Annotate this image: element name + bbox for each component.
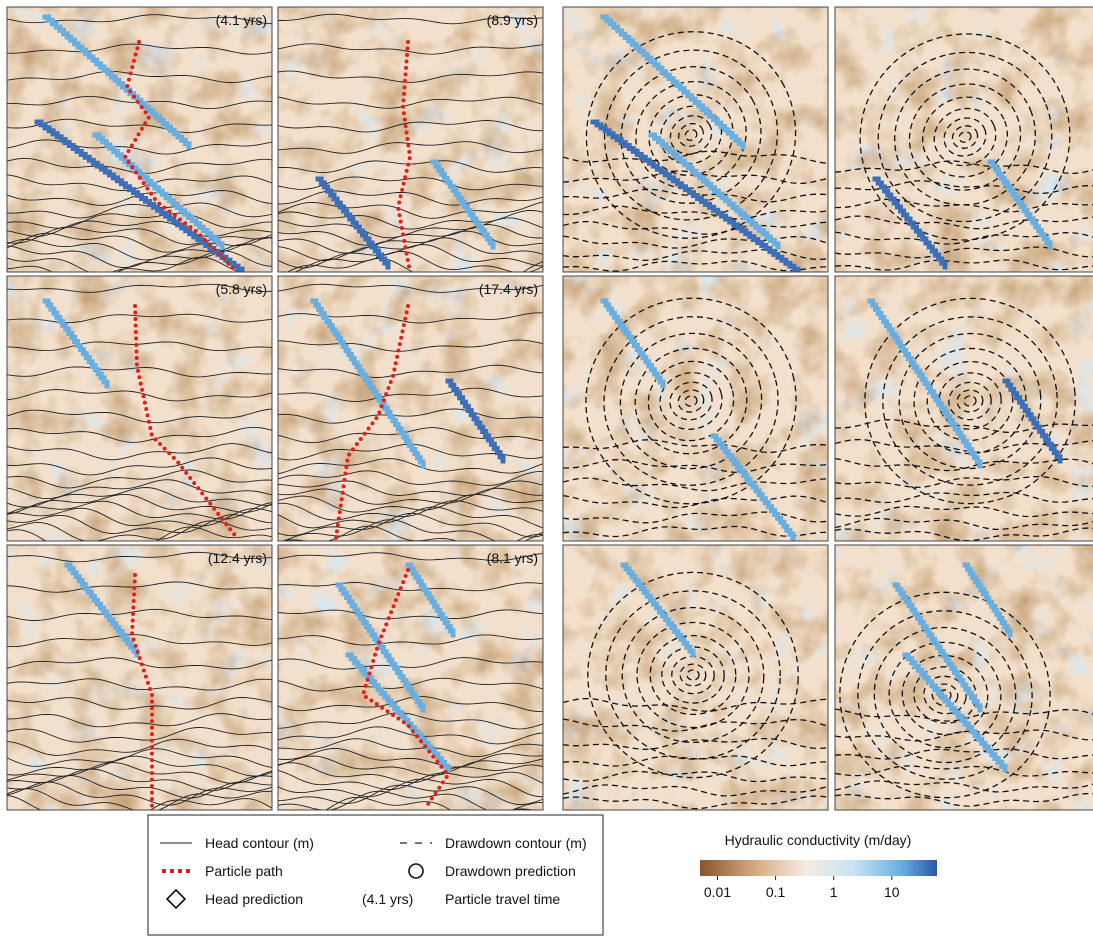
colorbar-tick-label: 0.01 (704, 884, 731, 900)
conductivity-texture (278, 7, 543, 272)
figure: Head contour (m) Drawdown contour (m) Pa… (0, 0, 1093, 937)
colorbar-gradient (700, 860, 937, 876)
map-panel (835, 276, 1093, 541)
legend-label: Drawdown prediction (445, 863, 576, 879)
travel-time-label: (8.9 yrs) (487, 12, 538, 28)
colorbar: Hydraulic conductivity (m/day) 0.01 0.1 1 1… (700, 832, 937, 900)
travel-time-label: (12.4 yrs) (208, 550, 267, 566)
travel-time-label: (8.1 yrs) (487, 550, 538, 566)
conductivity-texture (563, 7, 828, 272)
map-panel (824, 545, 1093, 814)
legend-label: Particle path (205, 863, 283, 879)
map-panel (829, 2, 1093, 272)
conductivity-texture (563, 276, 828, 541)
colorbar-tick-label: 1 (830, 884, 838, 900)
colorbar-tick-label: 0.1 (766, 884, 786, 900)
conductivity-texture (563, 545, 828, 810)
legend-label: Particle travel time (445, 891, 560, 907)
map-panel (7, 545, 272, 819)
map-panel (278, 7, 543, 280)
travel-time-label: (17.4 yrs) (479, 281, 538, 297)
colorbar-title: Hydraulic conductivity (m/day) (725, 832, 912, 848)
legend-label: Head prediction (205, 891, 303, 907)
map-panels (7, 0, 1093, 820)
map-panel (563, 276, 828, 541)
map-panel (563, 545, 828, 810)
legend-label: Head contour (m) (205, 835, 314, 851)
conductivity-texture (835, 7, 1093, 272)
legend-symbol-travel-time: (4.1 yrs) (362, 891, 413, 907)
map-panel (7, 7, 272, 283)
conductivity-texture (278, 276, 543, 541)
conductivity-texture (835, 276, 1093, 541)
travel-time-label: (4.1 yrs) (216, 12, 267, 28)
map-panel (278, 545, 543, 820)
map-panel (549, 0, 834, 276)
map-panel (7, 276, 272, 549)
travel-time-label: (5.8 yrs) (216, 281, 267, 297)
colorbar-tick-label: 10 (884, 884, 900, 900)
map-panel (278, 276, 543, 552)
legend-label: Drawdown contour (m) (445, 835, 587, 851)
